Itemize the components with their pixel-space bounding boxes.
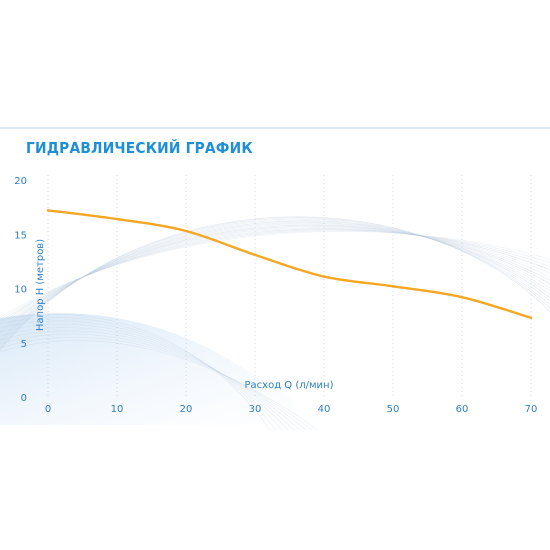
decor-wave-line [0,218,550,347]
decor-wave-line [0,217,550,350]
decor-fan-line [0,327,295,431]
data-point [529,316,533,319]
decor-wave-line [0,225,550,332]
decor-fan-line [0,323,289,431]
decor-wave-line [0,216,550,352]
y-tick-label: 20 [14,176,27,187]
background-wave-decoration [0,216,550,431]
data-point [184,229,188,233]
decor-fan-line [0,317,277,431]
axis-ticks: 0 10 20 30 40 50 60 70 0 5 10 15 20 [14,176,537,415]
data-point [253,253,257,257]
decor-wave-line [0,227,550,327]
x-tick-label: 30 [249,404,262,415]
decor-wave-line [0,230,550,320]
decor-fan-fill [0,313,330,425]
series-layer [46,209,533,319]
decor-wave-line [0,224,550,334]
y-tick-label: 15 [14,230,27,241]
decor-fan-line [0,337,313,431]
x-tick-label: 60 [456,404,469,415]
decor-fan-line [0,313,271,431]
header-divider [0,127,550,129]
x-tick-label: 0 [45,404,51,415]
y-tick-label: 10 [14,285,27,296]
decor-wave-line [0,220,550,343]
decor-wave-line [0,228,550,325]
performance-curve [46,209,533,319]
decor-fan-line [0,340,319,431]
decor-wave-line [0,226,550,330]
x-tick-label: 70 [525,404,538,415]
decor-fan-line [0,330,301,431]
y-tick-label: 5 [21,339,27,350]
data-point [115,217,119,221]
decor-wave-line [0,223,550,337]
chart-title: ГИДРАВЛИЧЕСКИЙ ГРАФИК [26,139,253,157]
y-tick-label: 0 [21,393,27,404]
decor-wave-line [0,222,550,339]
x-tick-label: 10 [111,404,124,415]
decor-wave-line [0,219,550,345]
x-axis-label: Расход Q (л/мин) [245,380,334,391]
grid-lines [47,175,532,397]
data-point [391,285,395,288]
x-tick-label: 20 [180,404,193,415]
y-axis-label: Напор H (метров) [35,239,46,331]
decor-fan-line [0,320,283,431]
data-point [46,209,50,212]
data-point [460,295,464,299]
decor-wave-line [0,229,550,323]
decor-wave-line [0,231,550,318]
x-tick-label: 40 [318,404,331,415]
x-tick-label: 50 [387,404,400,415]
decor-fan-line [0,333,307,431]
data-point [322,275,326,278]
